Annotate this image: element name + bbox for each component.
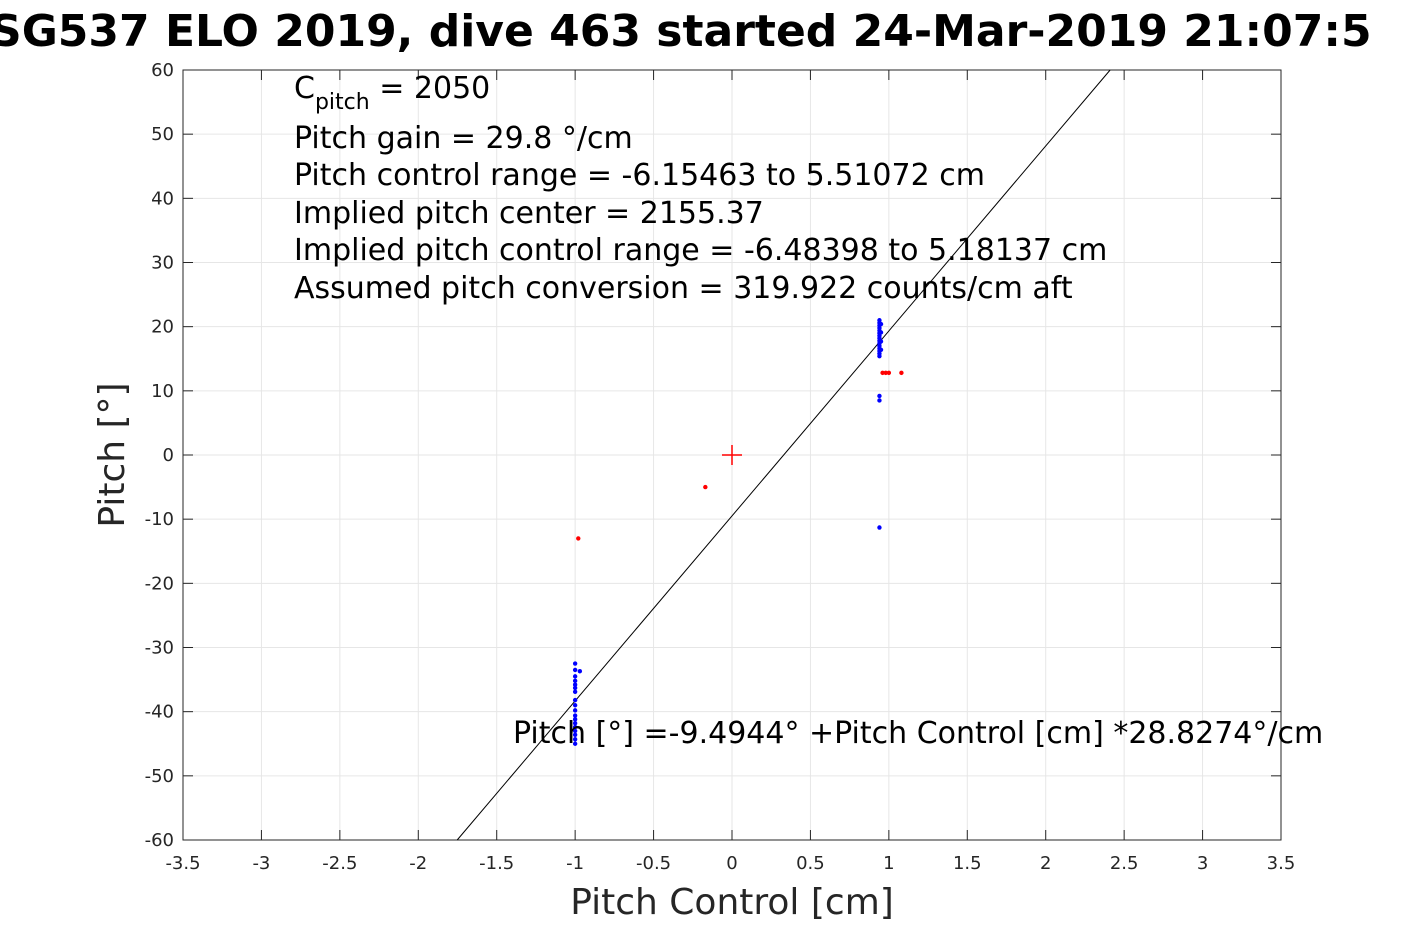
y-tick-label: 50 xyxy=(151,124,174,145)
grid-lines xyxy=(182,69,1282,841)
x-axis-label: Pitch Control [cm] xyxy=(570,882,894,923)
blue-data-point xyxy=(572,674,578,679)
blue-data-point xyxy=(878,330,884,335)
blue-data-point xyxy=(877,525,882,530)
axis-ticks: -3.5 -3 -2.5 -2 -1.5 -1 -0.5 0 0.5 1 1.5 2 2.5 3 3.5 -6… xyxy=(145,60,1296,874)
blue-data-point xyxy=(572,724,578,730)
y-tick-label: 40 xyxy=(151,188,174,209)
blue-data-point xyxy=(877,353,882,359)
y-tick-label: 10 xyxy=(151,381,174,402)
y-tick-label: -30 xyxy=(145,638,174,659)
x-tick-label: -0.5 xyxy=(636,853,671,874)
blue-data-point xyxy=(577,669,583,674)
red-data-point xyxy=(880,370,885,376)
c-pitch-main: C xyxy=(294,71,315,106)
blue-data-point xyxy=(572,697,578,703)
x-tick-label: 3 xyxy=(1197,853,1208,874)
red-data-point xyxy=(576,536,581,541)
x-tick-label: 1 xyxy=(883,853,894,874)
x-tick-label: -1 xyxy=(566,853,584,874)
x-tick-label: -2.5 xyxy=(322,853,357,874)
y-tick-label: -10 xyxy=(145,509,174,530)
blue-data-point xyxy=(572,661,578,666)
blue-data-point xyxy=(572,741,578,746)
red-data-point xyxy=(883,370,888,376)
x-tick-label: 2.5 xyxy=(1110,853,1139,874)
x-tick-label: 1.5 xyxy=(953,853,982,874)
blue-data-point xyxy=(572,667,578,673)
blue-data-point xyxy=(572,721,578,726)
c-pitch-subscript: pitch xyxy=(315,90,370,115)
y-tick-label: -40 xyxy=(145,702,174,723)
assumed-conversion-annotation: Assumed pitch conversion = 319.922 count… xyxy=(294,271,1073,306)
blue-data-point xyxy=(572,737,578,742)
x-tick-label: -3.5 xyxy=(165,853,200,874)
blue-data-point xyxy=(572,703,578,708)
blue-data-point xyxy=(572,717,578,722)
blue-data-point xyxy=(572,682,578,687)
blue-data-point xyxy=(572,732,578,737)
x-tick-label: 3.5 xyxy=(1267,853,1296,874)
x-tick-label: -3 xyxy=(252,853,270,874)
blue-data-point xyxy=(572,708,578,713)
c-pitch-annotation: Cpitch = 2050 xyxy=(294,71,490,115)
x-tick-label: 0.5 xyxy=(796,853,825,874)
blue-data-point xyxy=(572,678,578,684)
blue-data-point xyxy=(878,321,884,327)
x-tick-label: 2 xyxy=(1040,853,1051,874)
data-points xyxy=(572,318,904,746)
red-data-point xyxy=(703,484,708,490)
blue-data-point xyxy=(878,339,884,344)
y-tick-label: -60 xyxy=(145,830,174,851)
blue-data-point xyxy=(877,393,882,399)
y-tick-label: 0 xyxy=(163,445,174,466)
y-axis-label: Pitch [°] xyxy=(92,382,133,527)
pitch-control-range-annotation: Pitch control range = -6.15463 to 5.5107… xyxy=(294,158,985,193)
blue-data-point xyxy=(572,689,578,694)
y-tick-label: 20 xyxy=(151,317,174,338)
implied-range-annotation: Implied pitch control range = -6.48398 t… xyxy=(294,233,1107,268)
red-data-point xyxy=(899,370,904,376)
y-tick-label: -50 xyxy=(145,766,174,787)
c-pitch-value: = 2050 xyxy=(370,71,491,106)
pitch-gain-annotation: Pitch gain = 29.8 °/cm xyxy=(294,121,633,156)
center-marker-group xyxy=(722,445,742,465)
fit-line-group xyxy=(456,69,1111,841)
blue-data-point xyxy=(572,685,578,691)
implied-center-annotation: Implied pitch center = 2155.37 xyxy=(294,196,764,231)
blue-data-point xyxy=(572,728,578,734)
y-tick-label: 60 xyxy=(151,60,174,81)
x-tick-label: -2 xyxy=(409,853,427,874)
chart-title: SG537 ELO 2019, dive 463 started 24-Mar-… xyxy=(0,6,1372,57)
y-tick-label: -20 xyxy=(145,573,174,594)
red-data-point xyxy=(886,370,892,376)
blue-data-point xyxy=(878,347,884,352)
fit-line xyxy=(456,69,1111,841)
fit-equation-annotation: Pitch [°] =-9.4944° +Pitch Control [cm] … xyxy=(513,716,1323,751)
x-tick-label: 0 xyxy=(726,853,737,874)
blue-data-point xyxy=(572,713,578,718)
blue-data-point xyxy=(877,398,882,403)
y-tick-label: 30 xyxy=(151,253,174,274)
x-tick-label: -1.5 xyxy=(479,853,514,874)
